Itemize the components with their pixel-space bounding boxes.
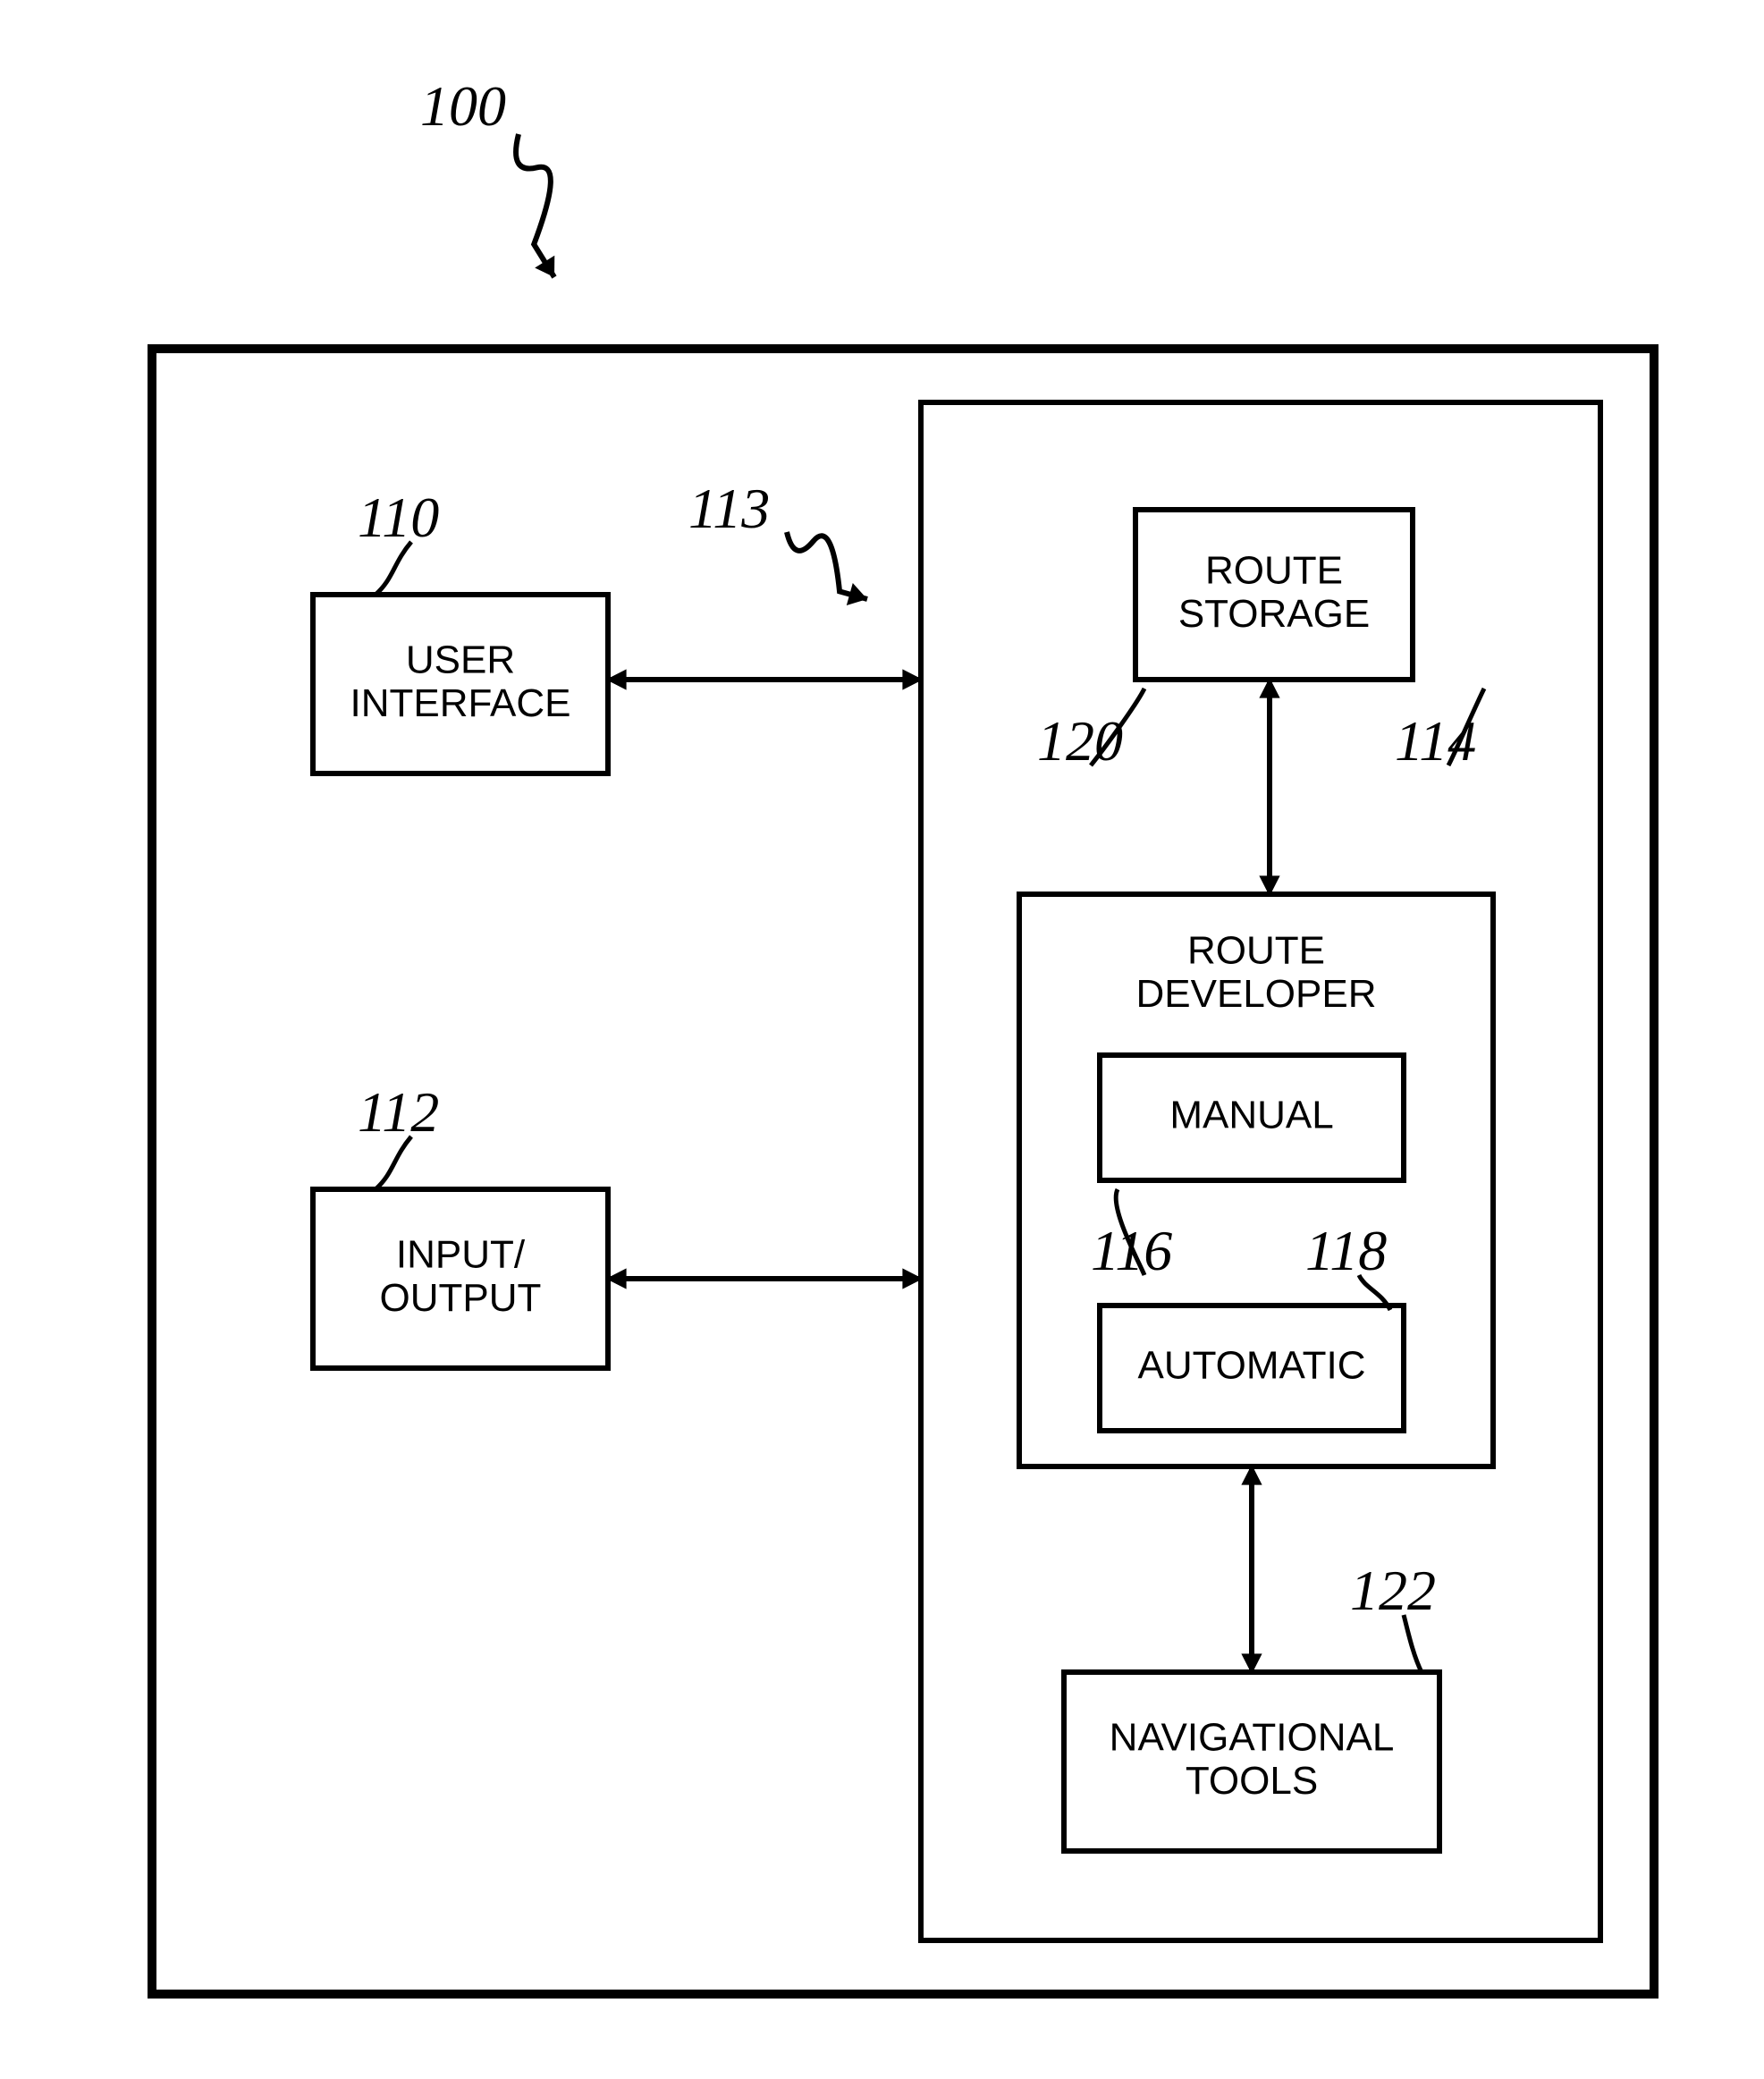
node-label-nav_tools-1: TOOLS — [1186, 1759, 1318, 1803]
node-label-route_developer-0: ROUTE — [1187, 928, 1325, 972]
node-label-automatic-0: AUTOMATIC — [1137, 1344, 1365, 1388]
node-label-route_storage-0: ROUTE — [1205, 548, 1343, 592]
ref-label-113: 113 — [688, 477, 770, 540]
ref-label-114: 114 — [1395, 709, 1476, 773]
node-label-manual-0: MANUAL — [1169, 1094, 1333, 1137]
node-label-route_storage-1: STORAGE — [1178, 592, 1370, 636]
node-label-user_interface-1: INTERFACE — [350, 681, 571, 725]
diagram-svg: USERINTERFACEINPUT/OUTPUTROUTESTORAGEROU… — [0, 0, 1764, 2079]
ref-label-100: 100 — [420, 74, 506, 138]
ref-label-112: 112 — [358, 1080, 439, 1144]
node-label-input_output-1: OUTPUT — [380, 1276, 542, 1320]
node-label-nav_tools-0: NAVIGATIONAL — [1110, 1715, 1395, 1759]
node-label-route_developer-1: DEVELOPER — [1136, 972, 1377, 1016]
node-label-user_interface-0: USER — [406, 638, 515, 681]
ref-label-118: 118 — [1305, 1219, 1387, 1282]
ref-label-110: 110 — [358, 486, 439, 549]
squiggle-arrow — [516, 134, 554, 277]
ref-label-122: 122 — [1350, 1559, 1436, 1622]
node-label-input_output-0: INPUT/ — [396, 1232, 526, 1276]
